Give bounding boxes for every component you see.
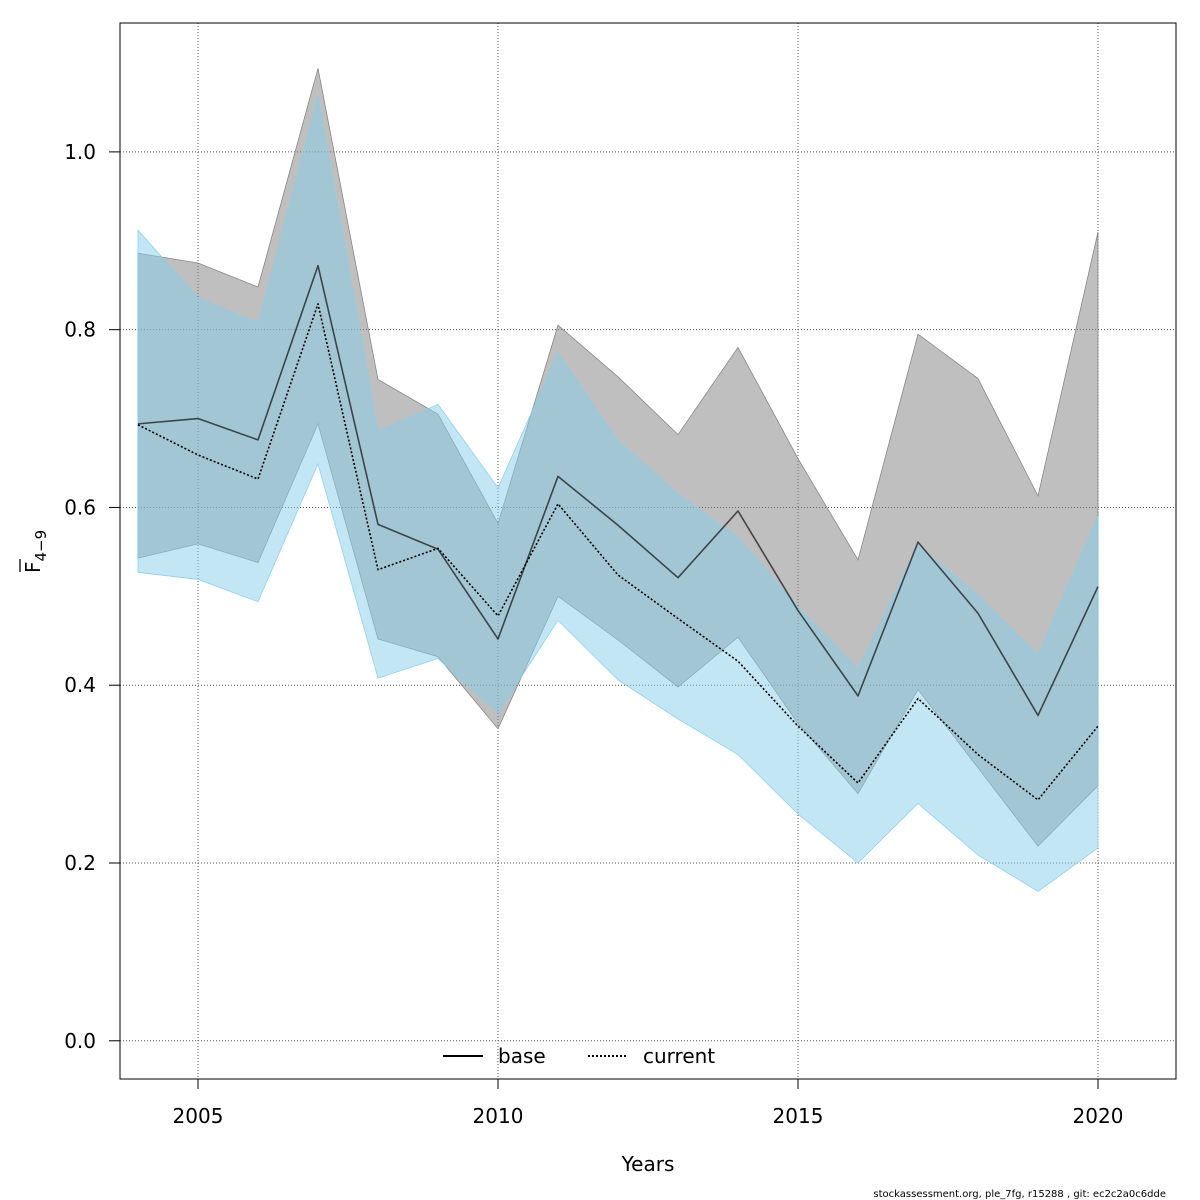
y-axis: 0.0 0.2 0.4 0.6 0.8 1.0 [64,140,120,1053]
y-tick-label-0: 0.0 [64,1029,96,1053]
x-tick-label-3: 2020 [1073,1104,1124,1128]
y-tick-label-5: 1.0 [64,140,96,164]
svg-text:F4−9: F4−9 [21,530,50,573]
x-axis-title: Years [621,1152,675,1176]
footer-text: stockassessment.org, ple_7fg, r15288 , g… [873,1189,1166,1200]
x-tick-label-2: 2015 [773,1104,824,1128]
plot-frame [119,22,1177,1080]
legend-label-current: current [643,1044,715,1068]
series-lines [137,264,1099,801]
line-current [137,303,1099,801]
y-tick-label-1: 0.2 [64,851,96,875]
x-tick-label-0: 2005 [173,1104,224,1128]
y-tick-label-2: 0.4 [64,673,96,697]
legend-label-base: base [498,1044,546,1068]
y-axis-title: F4−9 [19,530,50,573]
y-axis-title-main: F [21,561,45,573]
band-current [137,96,1099,892]
x-axis: 2005 2010 2015 2020 [173,1079,1124,1128]
y-tick-label-3: 0.6 [64,495,96,519]
legend: base current [443,1044,715,1068]
x-tick-label-1: 2010 [473,1104,524,1128]
y-tick-label-4: 0.8 [64,318,96,342]
confidence-bands [137,68,1099,892]
y-axis-title-sub: 4−9 [32,530,50,562]
line-base [137,264,1099,717]
